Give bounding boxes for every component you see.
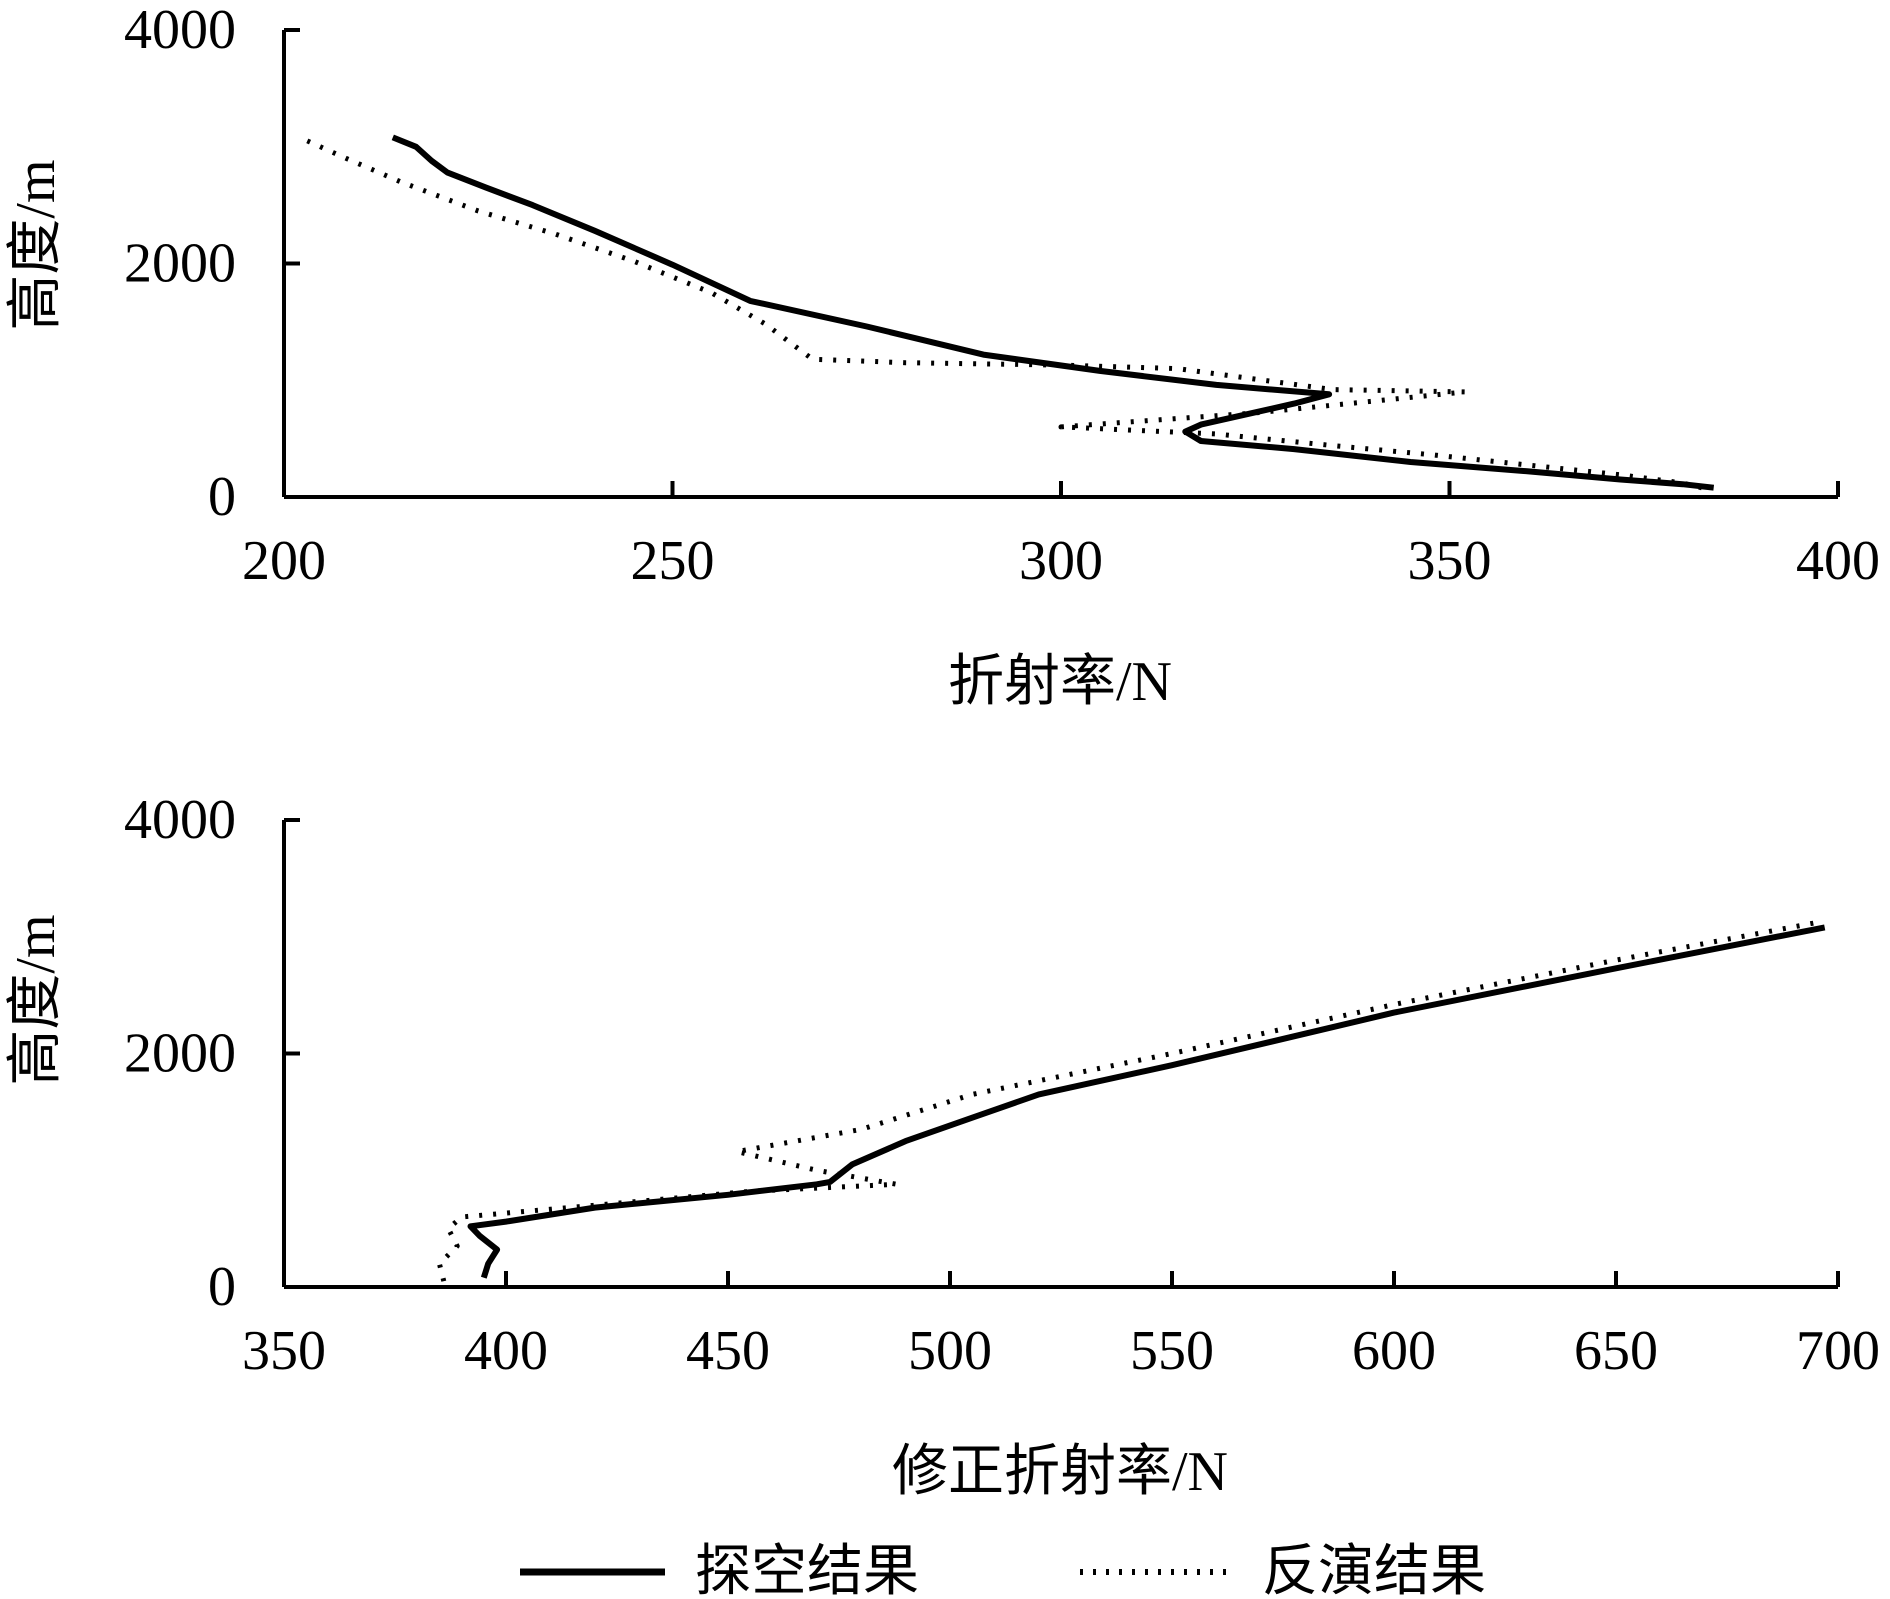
legend: 探空结果 反演结果 <box>520 1541 1486 1599</box>
x-axis-title-1: 折射率/N <box>948 651 1172 713</box>
y-tick-label: 0 <box>208 1256 236 1318</box>
x-tick-label: 350 <box>242 1320 326 1382</box>
chart-panel-modified-refractivity: 0 2000 4000 350 400 450 500 550 600 650 700 高度/m 修… <box>5 789 1880 1503</box>
x-tick-label: 500 <box>908 1320 992 1382</box>
x-tick-label: 200 <box>242 530 326 592</box>
x-tick-label: 400 <box>464 1320 548 1382</box>
x-tick-label: 350 <box>1408 530 1492 592</box>
y-tick-label: 4000 <box>124 789 236 851</box>
x-tick-label: 400 <box>1796 530 1880 592</box>
x-tick-label: 700 <box>1796 1320 1880 1382</box>
series-line-sounding <box>467 924 1826 1279</box>
series-line-sounding <box>391 134 1715 491</box>
y-axis-title-2: 高度/m <box>5 914 67 1085</box>
x-tick-label: 550 <box>1130 1320 1214 1382</box>
y-tick-label: 2000 <box>124 1023 236 1085</box>
plot-area-2: 0 2000 4000 350 400 450 500 550 600 650 700 <box>124 789 1880 1382</box>
x-tick-label: 600 <box>1352 1320 1436 1382</box>
y-tick-label: 0 <box>208 466 236 528</box>
y-axis-title-1: 高度/m <box>5 159 67 330</box>
legend-label-sounding: 探空结果 <box>695 1541 919 1599</box>
plot-area-1: 0 2000 4000 200 250 300 350 400 <box>124 0 1880 592</box>
chart-panel-refractivity: 0 2000 4000 200 250 300 350 400 高度/m 折射率/N <box>5 0 1880 713</box>
x-tick-label: 300 <box>1019 530 1103 592</box>
x-tick-label: 650 <box>1574 1320 1658 1382</box>
x-tick-label: 250 <box>631 530 715 592</box>
series-line-inversion <box>306 138 1707 492</box>
y-tick-label: 2000 <box>124 233 236 295</box>
legend-label-inversion: 反演结果 <box>1262 1541 1486 1599</box>
x-axis-title-2: 修正折射率/N <box>892 1441 1228 1503</box>
x-tick-label: 450 <box>686 1320 770 1382</box>
y-tick-label: 4000 <box>124 0 236 61</box>
series-line-inversion <box>436 920 1817 1282</box>
